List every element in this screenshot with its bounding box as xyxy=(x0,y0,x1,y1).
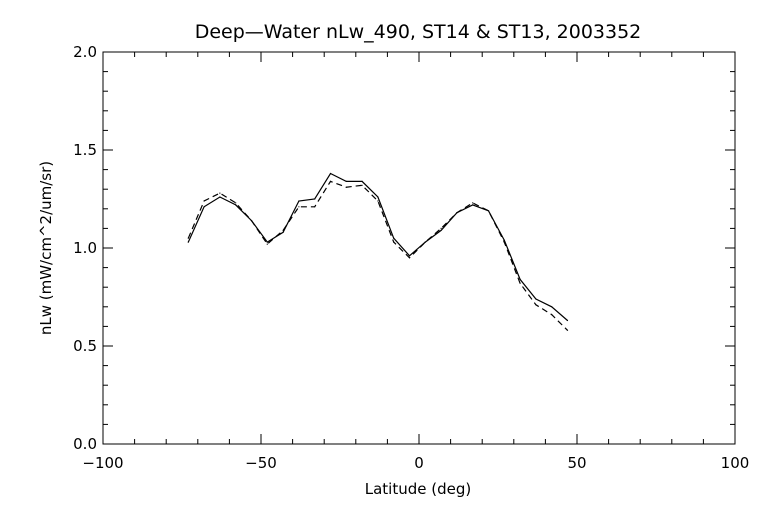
x-tick-label: 50 xyxy=(567,454,586,472)
x-tick-label: −100 xyxy=(82,454,123,472)
series-0-point xyxy=(519,278,521,280)
series-1-point xyxy=(266,243,268,245)
series-1-point xyxy=(566,329,569,331)
series-0-point xyxy=(551,306,553,308)
series-1-point xyxy=(393,241,395,243)
y-tick-label: 0.5 xyxy=(73,337,97,355)
series-1-point xyxy=(535,304,537,306)
series-1-point xyxy=(282,229,284,231)
series-1-point xyxy=(235,202,237,204)
series-1-point xyxy=(408,257,411,259)
series-0-point xyxy=(282,231,284,233)
series-1-point xyxy=(345,186,347,188)
y-tick-label: 1.0 xyxy=(73,239,97,257)
series-line-solid xyxy=(187,172,568,321)
series-1-point xyxy=(377,200,379,202)
series-1-point xyxy=(519,282,521,284)
axis-tick-labels: −100 −50 0 50 100 0.0 0.5 1.0 1.5 2.0 xyxy=(73,43,749,472)
axis-ticks xyxy=(102,51,736,445)
series-1-point xyxy=(361,184,363,186)
series-0-point xyxy=(203,206,205,208)
series-1-point xyxy=(424,241,426,243)
y-tick-label: 1.5 xyxy=(73,141,97,159)
series-0-point xyxy=(440,229,442,231)
series-0-point xyxy=(472,204,474,206)
series-0-point xyxy=(408,255,411,257)
y-axis-label: nLw (mW/cm^2/um/sr) xyxy=(37,161,55,335)
series-0-point xyxy=(314,198,316,200)
series-0-point xyxy=(566,319,569,322)
series-1-point xyxy=(472,202,474,204)
series-0-point xyxy=(377,196,379,198)
series-0-point xyxy=(393,237,395,239)
series-1-point xyxy=(503,241,505,243)
series-1-point xyxy=(298,206,300,208)
series-layer xyxy=(187,172,569,331)
chart-title: Deep—Water nLw_490, ST14 & ST13, 2003352 xyxy=(195,21,642,43)
x-tick-label: 0 xyxy=(414,454,424,472)
x-tick-label: 100 xyxy=(721,454,750,472)
y-tick-label: 2.0 xyxy=(73,43,97,61)
series-0-point xyxy=(329,172,332,175)
series-0-point xyxy=(235,204,237,206)
series-1-point xyxy=(440,227,442,229)
series-1-point xyxy=(187,237,189,239)
series-0-point xyxy=(345,180,347,182)
series-1-point xyxy=(551,314,553,316)
series-1-point xyxy=(203,200,205,202)
series-1-point xyxy=(456,212,458,214)
series-1-point xyxy=(487,210,490,212)
x-axis-label: Latitude (deg) xyxy=(365,480,471,498)
series-1-point xyxy=(250,220,253,222)
series-0-point xyxy=(266,241,268,243)
series-0-point xyxy=(361,180,363,182)
series-1-point xyxy=(329,180,332,182)
x-tick-label: −50 xyxy=(245,454,277,472)
y-tick-label: 0.0 xyxy=(73,435,97,453)
series-0-point xyxy=(535,298,537,300)
series-1-point xyxy=(219,192,221,194)
series-0-point xyxy=(298,200,300,202)
series-1-point xyxy=(314,206,316,208)
series-0-point xyxy=(187,241,189,243)
series-0-point xyxy=(219,196,221,198)
